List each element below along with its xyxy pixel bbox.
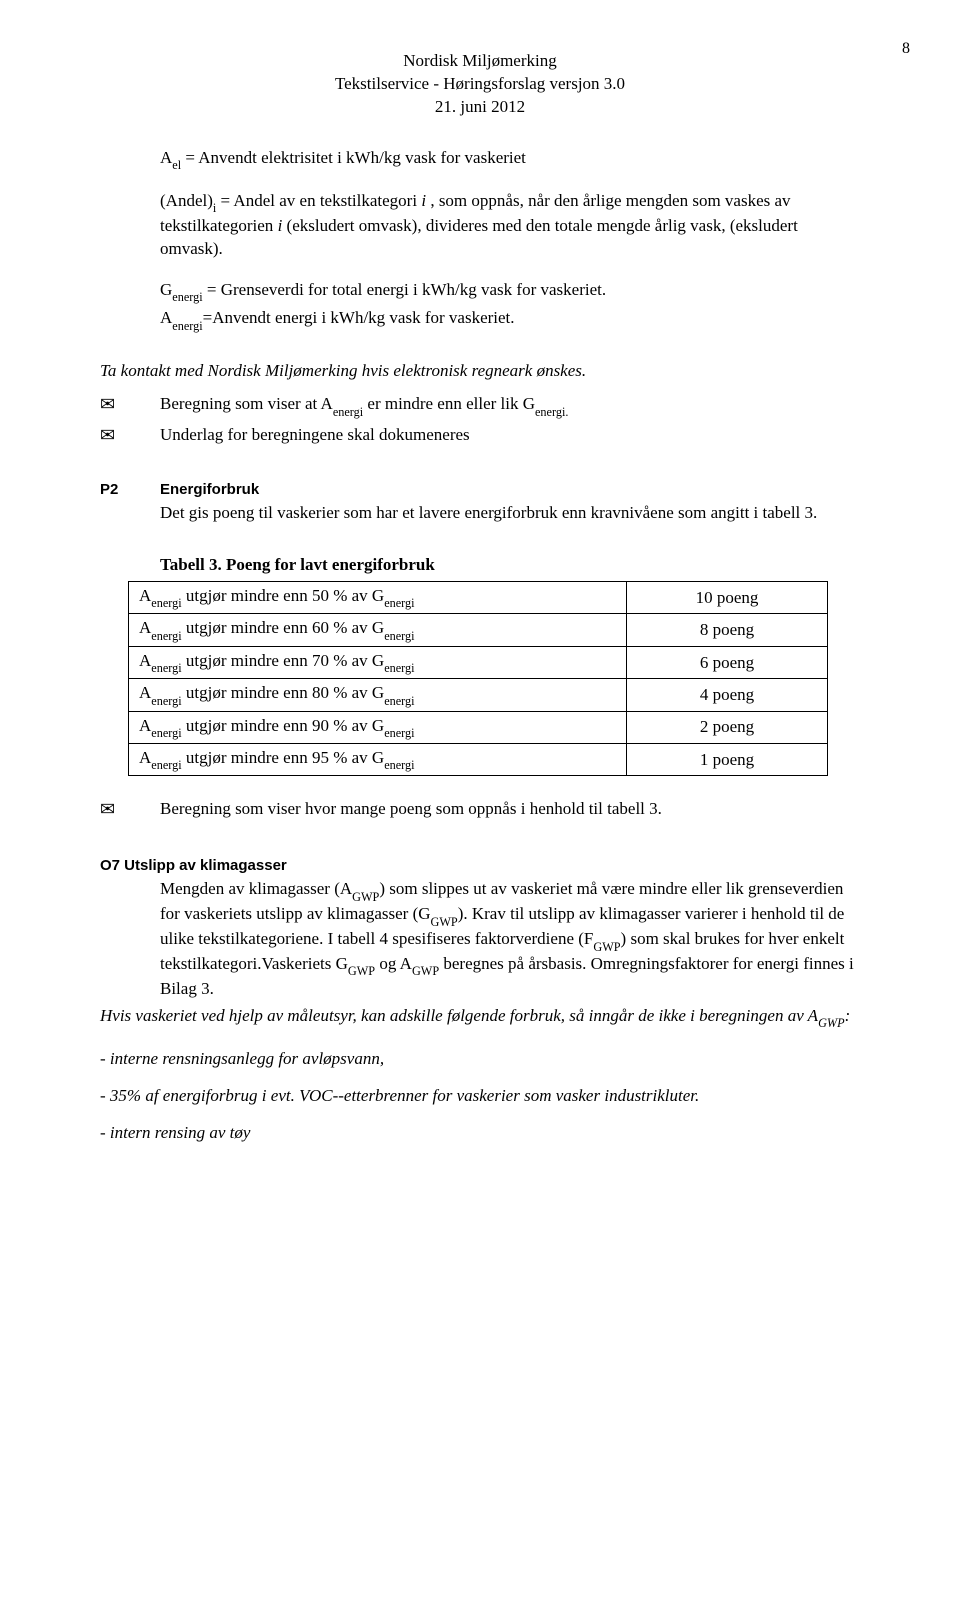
table-cell-points: 6 poeng xyxy=(627,646,828,678)
table-cell-points: 10 poeng xyxy=(627,582,828,614)
table-row: Aenergi utgjør mindre enn 90 % av Generg… xyxy=(129,711,828,743)
doc-bullet-row: ✉ Underlag for beregningene skal dokumen… xyxy=(100,424,860,447)
section-id: P2 xyxy=(100,481,160,498)
header-line-2: Tekstilservice - Høringsforslag versjon … xyxy=(100,73,860,96)
section-title: Energiforbruk xyxy=(160,481,259,498)
bullet-text-2: Underlag for beregningene skal dokumener… xyxy=(160,424,470,447)
dash-list: - interne rensningsanlegg for avløpsvann… xyxy=(100,1048,860,1145)
table-cell-desc: Aenergi utgjør mindre enn 60 % av Generg… xyxy=(129,614,627,646)
bullet-text-1: Beregning som viser at Aenergi er mindre… xyxy=(160,393,568,418)
table-cell-desc: Aenergi utgjør mindre enn 90 % av Generg… xyxy=(129,711,627,743)
envelope-icon: ✉ xyxy=(100,393,160,415)
dash-item-2: - 35% af energiforbrug i evt. VOC--etter… xyxy=(100,1085,860,1108)
definition-aenergi: Aenergi=Anvendt energi i kWh/kg vask for… xyxy=(160,307,860,332)
table-cell-points: 2 poeng xyxy=(627,711,828,743)
page-number: 8 xyxy=(902,40,910,58)
dash-item-1: - interne rensningsanlegg for avløpsvann… xyxy=(100,1048,860,1071)
table-cell-points: 1 poeng xyxy=(627,743,828,775)
section-o7-body: Mengden av klimagasser (AGWP) som slippe… xyxy=(160,878,860,1001)
o7-note: Hvis vaskeriet ved hjelp av måleutsyr, k… xyxy=(100,1005,860,1030)
bullet-text-3: Beregning som viser hvor mange poeng som… xyxy=(160,798,662,821)
section-o7-title: O7 Utslipp av klimagasser xyxy=(100,857,860,874)
doc-bullet-row: ✉ Beregning som viser at Aenergi er mind… xyxy=(100,393,860,418)
header-line-3: 21. juni 2012 xyxy=(100,96,860,119)
header-line-1: Nordisk Miljømerking xyxy=(100,50,860,73)
table-cell-desc: Aenergi utgjør mindre enn 70 % av Generg… xyxy=(129,646,627,678)
section-p2-body: Det gis poeng til vaskerier som har et l… xyxy=(160,502,860,525)
table3: Aenergi utgjør mindre enn 50 % av Generg… xyxy=(128,581,828,776)
table-row: Aenergi utgjør mindre enn 80 % av Generg… xyxy=(129,679,828,711)
definition-andel: (Andel)i = Andel av en tekstilkategori i… xyxy=(160,190,860,261)
envelope-icon: ✉ xyxy=(100,424,160,446)
table-row: Aenergi utgjør mindre enn 50 % av Generg… xyxy=(129,582,828,614)
table-cell-points: 8 poeng xyxy=(627,614,828,646)
doc-bullet-row: ✉ Beregning som viser hvor mange poeng s… xyxy=(100,798,860,821)
table-cell-desc: Aenergi utgjør mindre enn 50 % av Generg… xyxy=(129,582,627,614)
page-container: 8 Nordisk Miljømerking Tekstilservice - … xyxy=(0,0,960,1219)
definition-genergi: Genergi = Grenseverdi for total energi i… xyxy=(160,279,860,304)
dash-item-3: - intern rensing av tøy xyxy=(100,1122,860,1145)
table-cell-desc: Aenergi utgjør mindre enn 95 % av Generg… xyxy=(129,743,627,775)
table-cell-desc: Aenergi utgjør mindre enn 80 % av Generg… xyxy=(129,679,627,711)
envelope-icon: ✉ xyxy=(100,798,160,820)
table-row: Aenergi utgjør mindre enn 95 % av Generg… xyxy=(129,743,828,775)
table-row: Aenergi utgjør mindre enn 60 % av Generg… xyxy=(129,614,828,646)
section-p2-heading: P2 Energiforbruk xyxy=(100,481,860,498)
table-row: Aenergi utgjør mindre enn 70 % av Generg… xyxy=(129,646,828,678)
definition-ael: Ael = Anvendt elektrisitet i kWh/kg vask… xyxy=(160,147,860,172)
document-header: Nordisk Miljømerking Tekstilservice - Hø… xyxy=(100,50,860,119)
table3-title: Tabell 3. Poeng for lavt energiforbruk xyxy=(160,555,860,575)
contact-note: Ta kontakt med Nordisk Miljømerking hvis… xyxy=(100,360,860,383)
table-cell-points: 4 poeng xyxy=(627,679,828,711)
